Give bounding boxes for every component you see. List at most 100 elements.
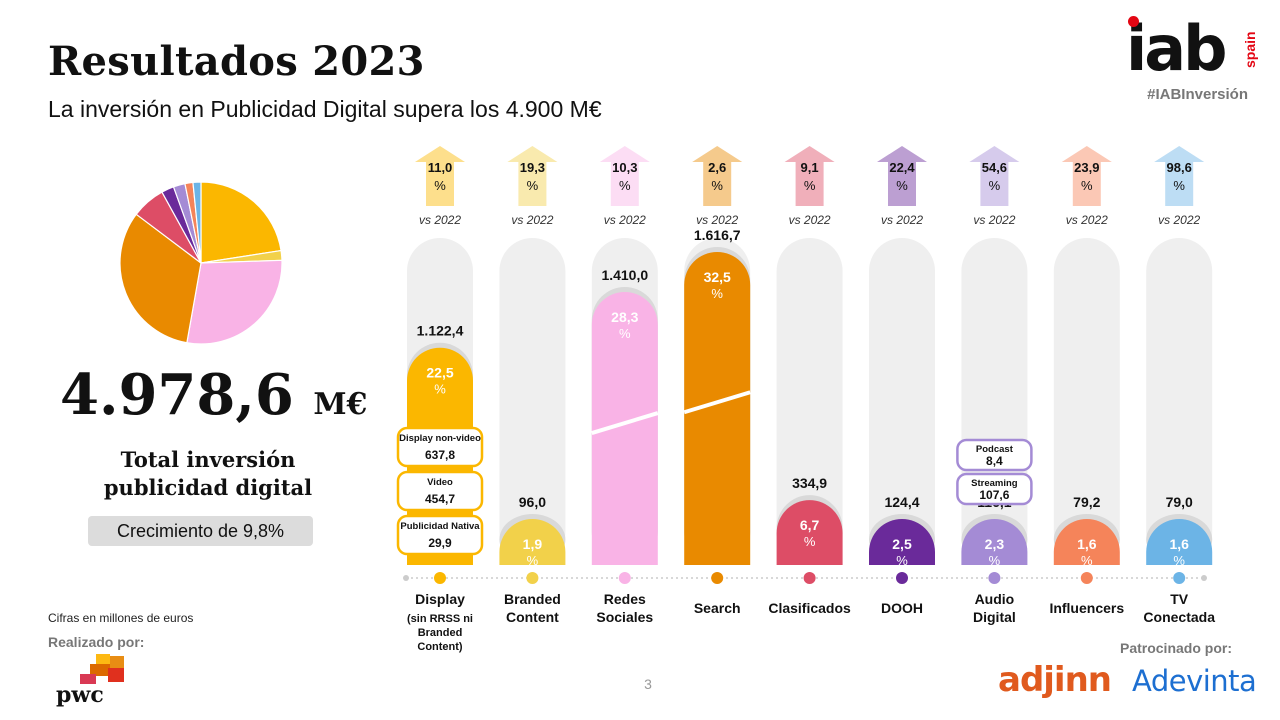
share-percent-dooh: %: [896, 553, 908, 568]
breakdown-box-audio-digital-1: [956, 438, 1033, 472]
growth-arrow-dooh: [877, 146, 927, 206]
share-percent-influencers: %: [1081, 553, 1093, 568]
total-investment-unit: M€: [313, 387, 368, 422]
growth-value-audio-digital: 54,6: [982, 160, 1007, 175]
growth-arrow-search: [692, 146, 743, 206]
bar-background-influencers: [1053, 238, 1120, 565]
axis-dot-audio-digital: [988, 572, 1001, 584]
share-value-search: 32,5: [704, 269, 731, 285]
share-percent-redes-sociales: %: [619, 326, 631, 341]
bar-search: [684, 252, 751, 566]
bar-tv-conectada: [1146, 519, 1213, 565]
share-percent-tv-conectada: %: [1173, 553, 1185, 568]
value-label-clasificados: 334,9: [792, 475, 827, 491]
growth-value-search: 2,6: [708, 160, 726, 175]
category-dooh: 22,4% vs 2022 2,5% 124,4 DOOH: [869, 146, 935, 616]
page-number: 3: [644, 676, 652, 692]
iab-logo-text: iab: [1126, 12, 1227, 85]
pie-chart: [118, 180, 284, 346]
category-display: 11,0% vs 2022 22,5% 1.122,4 Display (sin RRSS…: [406, 146, 474, 653]
growth-arrow-audio-digital: [969, 146, 1020, 206]
bar-influencers: [1053, 519, 1120, 565]
axis-dot-search: [711, 572, 724, 584]
bar-break-redes-sociales: [591, 411, 659, 435]
footnote: Cifras en millones de euros: [48, 611, 194, 625]
breakdown-label-display-1: Display non-video: [399, 433, 481, 444]
breakdown-box-audio-digital-2: [956, 472, 1033, 506]
axis-dot-clasificados: [803, 572, 816, 584]
share-value-tv-conectada: 1,6: [1169, 536, 1189, 552]
axis-dot-display: [434, 572, 446, 584]
comparison-label-redes-sociales: vs 2022: [604, 213, 646, 227]
value-label-redes-sociales: 1.410,0: [601, 267, 648, 283]
growth-percent-display: %: [434, 178, 446, 193]
growth-percent-dooh: %: [896, 178, 908, 193]
comparison-label-dooh: vs 2022: [881, 213, 923, 227]
category-branded-content: 19,3% vs 2022 1,9% 96,0 Branded Content: [499, 146, 566, 625]
growth-percent-search: %: [711, 178, 723, 193]
breakdown-box-display-1: [396, 426, 484, 468]
adevinta-logo: Adevinta: [1132, 664, 1257, 698]
growth-percent-tv-conectada: %: [1173, 178, 1185, 193]
axis-dot-influencers: [1080, 572, 1093, 584]
bar-background-tv-conectada: [1146, 238, 1213, 565]
axis-dot-branded-content: [526, 572, 539, 584]
share-value-dooh: 2,5: [892, 536, 912, 552]
category-label-audio-digital-1: Audio: [975, 591, 1015, 607]
growth-value-dooh: 22,4: [889, 160, 915, 175]
breakdown-label-display-2: Video: [427, 477, 453, 488]
bar-clasificados: [776, 500, 843, 565]
growth-badge: Crecimiento de 9,8%: [88, 516, 313, 546]
category-clasificados: 9,1% vs 2022 6,7% 334,9 Clasificados: [768, 146, 851, 616]
breakdown-display: Display non-video 637,8 Video 454,7 Publicid…: [396, 426, 484, 556]
growth-percent-audio-digital: %: [989, 178, 1001, 193]
growth-value-redes-sociales: 10,3: [612, 160, 637, 175]
growth-percent-redes-sociales: %: [619, 178, 631, 193]
value-label-search: 1.616,7: [694, 227, 741, 243]
breakdown-value-display-1: 637,8: [425, 448, 455, 462]
total-investment-label: Total inversión publicidad digital: [60, 446, 356, 502]
growth-value-branded-content: 19,3: [520, 160, 545, 175]
breakdown-value-audio-digital-2: 107,6: [979, 488, 1009, 502]
share-value-clasificados: 6,7: [800, 517, 820, 533]
adjinn-logo: adjinn: [998, 660, 1112, 700]
category-label-redes-sociales-1: Redes: [604, 591, 646, 607]
breakdown-label-audio-digital-2: Streaming: [971, 478, 1018, 489]
breakdown-value-audio-digital-1: 8,4: [986, 454, 1003, 468]
axis-end-dot: [1201, 575, 1207, 581]
comparison-label-tv-conectada: vs 2022: [1158, 213, 1200, 227]
breakdown-box-display-3: [396, 514, 484, 556]
total-label-line-2: publicidad digital: [103, 475, 313, 500]
hashtag: #IABInversión: [1147, 86, 1248, 103]
category-label-audio-digital-2: Digital: [973, 609, 1016, 625]
axis-dot-tv-conectada: [1173, 572, 1186, 584]
share-value-branded-content: 1,9: [523, 536, 543, 552]
value-label-influencers: 79,2: [1073, 494, 1100, 510]
share-value-redes-sociales: 28,3: [611, 309, 638, 325]
iab-logo-dot: [1128, 16, 1139, 27]
growth-value-tv-conectada: 98,6: [1167, 160, 1192, 175]
growth-percent-influencers: %: [1081, 178, 1093, 193]
page-title: Resultados 2023: [48, 38, 425, 85]
growth-arrow-redes-sociales: [599, 146, 650, 206]
pie-slice-4: [119, 213, 202, 344]
category-label-display-2: (sin RRSS ni: [407, 613, 473, 625]
category-label-clasificados-1: Clasificados: [768, 600, 851, 616]
category-label-tv-conectada-2: Conectada: [1143, 609, 1215, 625]
comparison-label-branded-content: vs 2022: [511, 213, 553, 227]
comparison-label-search: vs 2022: [696, 213, 738, 227]
category-label-dooh-1: DOOH: [881, 600, 923, 616]
growth-value-display: 11,0: [428, 160, 453, 175]
total-investment: 4.978,6 M€: [60, 362, 367, 428]
breakdown-value-display-3: 29,9: [428, 536, 452, 550]
pie-slice-1: [200, 181, 282, 264]
bar-branded-content: [499, 519, 566, 565]
category-label-influencers-1: Influencers: [1049, 600, 1124, 616]
category-label-redes-sociales-2: Sociales: [596, 609, 653, 625]
bar-background-clasificados: [776, 238, 843, 565]
share-percent-clasificados: %: [804, 534, 816, 549]
breakdown-box-display-2: [396, 470, 484, 512]
bar-audio-digital: [961, 519, 1028, 565]
